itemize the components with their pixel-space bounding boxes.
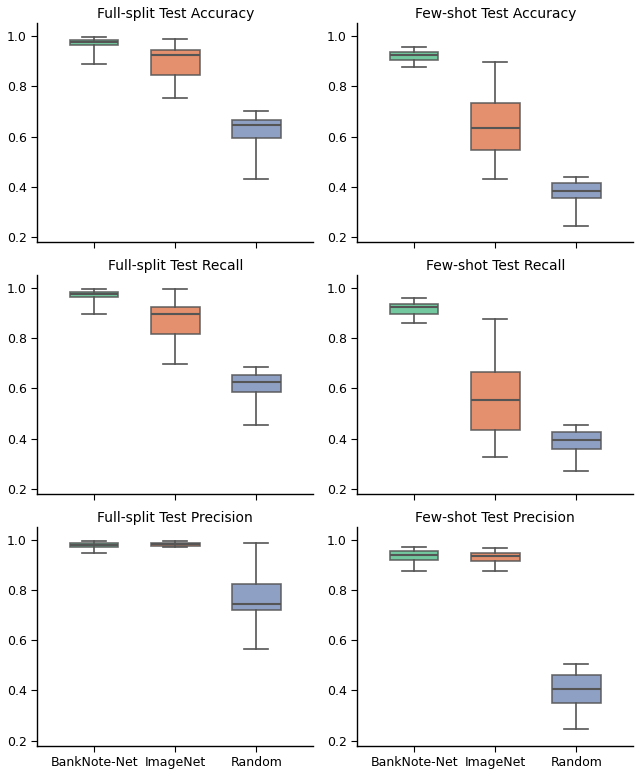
Title: Full-split Test Precision: Full-split Test Precision [97, 511, 253, 525]
PathPatch shape [70, 542, 118, 547]
PathPatch shape [552, 432, 600, 449]
PathPatch shape [390, 304, 438, 314]
PathPatch shape [151, 50, 200, 75]
PathPatch shape [390, 551, 438, 559]
PathPatch shape [70, 40, 118, 45]
PathPatch shape [471, 102, 520, 151]
Title: Few-shot Test Precision: Few-shot Test Precision [415, 511, 575, 525]
PathPatch shape [471, 553, 520, 561]
PathPatch shape [232, 584, 280, 610]
PathPatch shape [390, 53, 438, 60]
PathPatch shape [151, 307, 200, 334]
PathPatch shape [151, 542, 200, 546]
PathPatch shape [232, 120, 280, 138]
Title: Full-split Test Accuracy: Full-split Test Accuracy [97, 7, 254, 21]
Title: Full-split Test Recall: Full-split Test Recall [108, 258, 243, 272]
PathPatch shape [232, 375, 280, 392]
PathPatch shape [70, 292, 118, 296]
PathPatch shape [471, 372, 520, 430]
PathPatch shape [552, 183, 600, 198]
Title: Few-shot Test Accuracy: Few-shot Test Accuracy [415, 7, 576, 21]
Title: Few-shot Test Recall: Few-shot Test Recall [426, 258, 565, 272]
PathPatch shape [552, 675, 600, 703]
